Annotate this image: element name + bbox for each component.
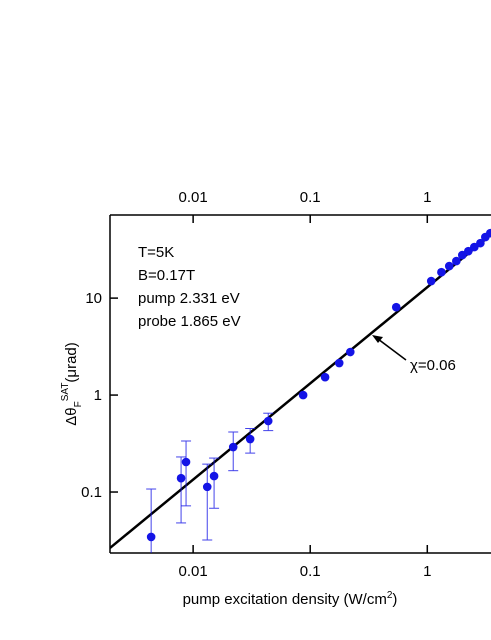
plot-area: [110, 228, 491, 553]
error-bar: [181, 440, 192, 507]
data-point: [476, 238, 485, 248]
y-label-sub: F: [73, 401, 84, 407]
x-tick-label-top: 1: [423, 189, 431, 206]
x-label-sup: 2: [387, 590, 393, 601]
info-line: pump 2.331 eV: [138, 290, 240, 307]
arrow-head: [372, 335, 383, 343]
fit-line: [110, 233, 491, 549]
x-tick-label: 0.1: [300, 563, 321, 580]
data-point: [146, 532, 156, 542]
y-label-text: Δθ: [63, 407, 80, 425]
data-point: [426, 276, 436, 286]
data-point: [202, 482, 212, 492]
error-bar: [146, 488, 157, 553]
data-point: [469, 242, 479, 252]
data-point: [334, 358, 344, 368]
data-point: [391, 302, 401, 312]
annotation-arrow: [377, 338, 407, 361]
x-label-text: pump excitation density (W/cm: [183, 591, 387, 608]
data-point: [437, 267, 446, 277]
info-line: T=5K: [138, 244, 174, 261]
error-bar: [209, 457, 220, 509]
data-point: [346, 347, 355, 357]
info-line: probe 1.865 eV: [138, 313, 241, 330]
x-axis-label: pump excitation density (W/cm2): [183, 590, 398, 608]
info-line: B=0.17T: [138, 267, 195, 284]
data-point: [209, 471, 219, 481]
data-point: [485, 228, 491, 238]
x-tick-label: 1: [423, 563, 431, 580]
x-tick-label: 0.01: [179, 563, 208, 580]
data-point: [245, 434, 255, 444]
x-label-end: ): [392, 591, 397, 608]
y-tick-label: 1: [94, 387, 102, 404]
y-label-end: (μrad): [63, 342, 80, 382]
x-tick-label-top: 0.01: [179, 189, 208, 206]
data-point: [298, 390, 308, 400]
y-tick-label: 10: [85, 290, 102, 307]
data-point: [181, 457, 191, 467]
data-point: [263, 416, 273, 426]
data-point: [444, 261, 454, 271]
y-tick-label: 0.1: [81, 484, 102, 501]
x-tick-label-top: 0.1: [300, 189, 321, 206]
y-label-sup: SAT: [60, 383, 71, 402]
data-point: [228, 442, 238, 452]
data-point: [452, 256, 461, 266]
error-bar: [202, 463, 213, 541]
annotation: χ=0.06: [410, 357, 456, 374]
error-bar: [176, 456, 187, 524]
data-point: [176, 473, 186, 483]
y-axis-label: ΔθFSAT(μrad): [60, 342, 84, 426]
data-point: [320, 372, 330, 382]
